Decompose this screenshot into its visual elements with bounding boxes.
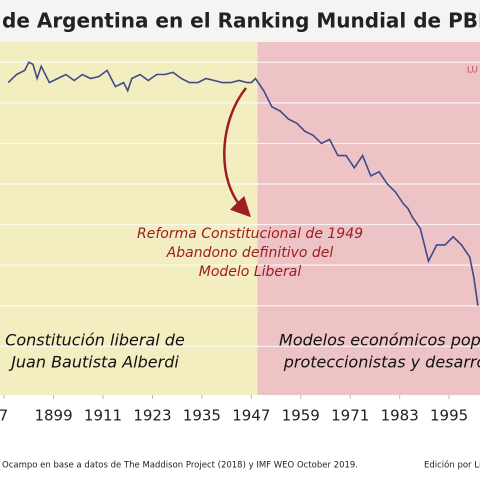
watermark: LU: [467, 66, 478, 76]
chart-title: de Argentina en el Ranking Mundial de PB…: [2, 9, 480, 33]
period-label: proteccionistas y desarro: [283, 353, 480, 372]
period-shade: [0, 42, 258, 395]
x-tick-label: 1995: [430, 407, 468, 425]
x-axis-band: [0, 395, 480, 480]
annotation-arrow: [223, 87, 251, 218]
data-line: [7, 61, 479, 306]
annotation-text: Modelo Liberal: [199, 264, 302, 280]
x-tick-label: 1899: [34, 407, 72, 425]
credit: Edición por Li: [424, 460, 480, 471]
x-tick-label: 1947: [232, 407, 270, 425]
annotation-text: Reforma Constitucional de 1949: [137, 226, 363, 242]
x-tick-label: 7: [0, 407, 8, 425]
source-note: Ocampo en base a datos de The Maddison P…: [2, 461, 358, 471]
x-tick-label: 1959: [282, 407, 320, 425]
x-tick-label: 1923: [133, 407, 171, 425]
x-tick-label: 1971: [331, 407, 369, 425]
annotation-text: Abandono definitivo del: [166, 245, 334, 261]
period-label: Constitución liberal de: [5, 331, 185, 350]
x-tick-label: 1911: [84, 407, 122, 425]
period-label: Juan Bautista Alberdi: [8, 353, 179, 372]
x-tick-label: 1983: [381, 407, 419, 425]
x-tick-label: 1935: [183, 407, 221, 425]
period-shade: [257, 42, 480, 395]
period-label: Modelos económicos popu: [279, 331, 480, 350]
